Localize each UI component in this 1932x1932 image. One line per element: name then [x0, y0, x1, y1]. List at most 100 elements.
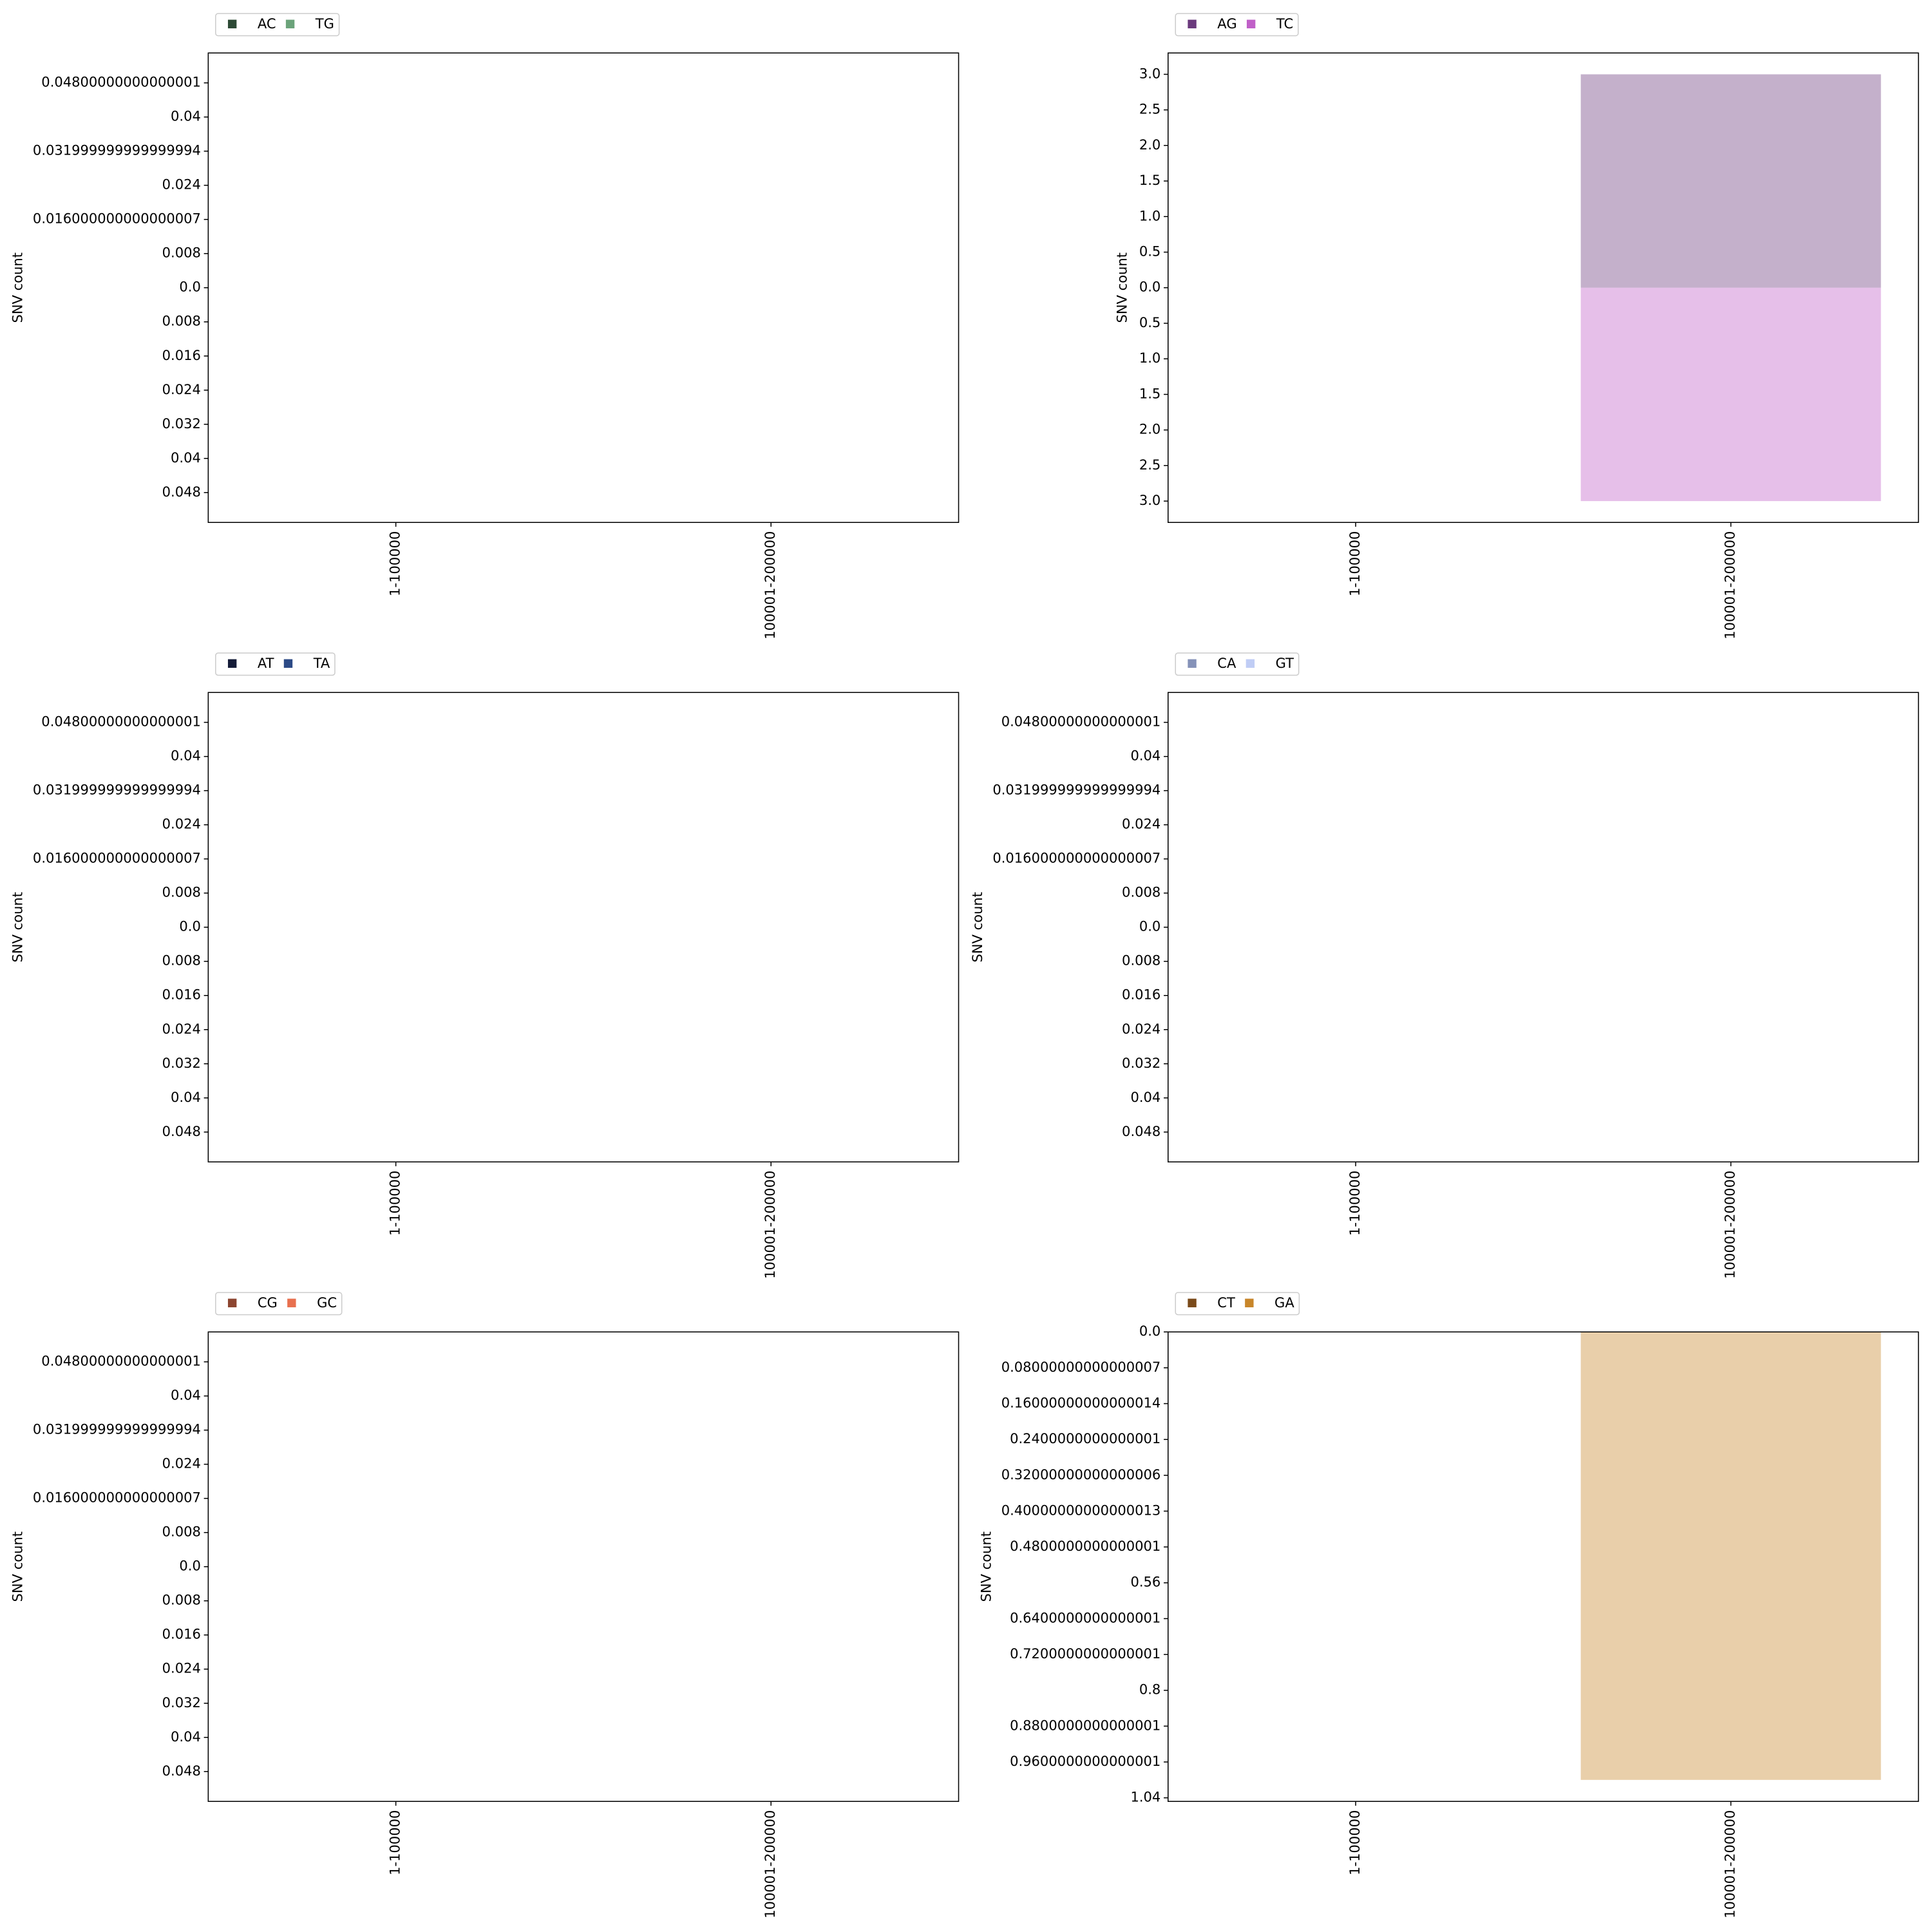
y-tick-label: 0.024 [162, 1455, 201, 1472]
y-tick-label: 0.008 [1122, 952, 1160, 969]
y-axis-label: SNV count [10, 1531, 26, 1602]
legend-label: GT [1276, 655, 1294, 671]
subplot: 0.04800000000000001 0.04 0.031999999999999… [10, 13, 960, 639]
plot-frame [207, 1331, 960, 1802]
x-tick-label: 100001-200000 [762, 531, 778, 639]
legend-swatch [1188, 659, 1197, 668]
legend-swatch [283, 659, 293, 668]
subplot: 0.0 0.08000000000000007 0.1600000000000001… [978, 1292, 1919, 1918]
y-tick-label: 0.024 [1122, 1021, 1160, 1037]
y-tick-label: 0.6400000000000001 [1010, 1609, 1160, 1625]
y-tick-label: 0.008 [162, 884, 201, 900]
y-tick-label: 0.2400000000000001 [1010, 1430, 1160, 1446]
legend-box [215, 652, 336, 676]
y-tick-label: 0.008 [162, 952, 201, 969]
y-tick-label: 0.04 [171, 1089, 201, 1105]
x-tick-label: 100001-200000 [762, 1810, 778, 1918]
y-tick-label: 0.008 [162, 313, 201, 329]
y-tick-label: 0.048 [162, 484, 201, 500]
legend-box [1175, 1292, 1300, 1316]
y-tick-label: 0.008 [1122, 884, 1160, 900]
legend-label: AC [258, 15, 276, 32]
y-tick-label: 2.5 [1139, 457, 1160, 473]
legend-swatch [285, 19, 295, 29]
bar [1580, 287, 1881, 502]
plot-frame [1168, 1331, 1919, 1802]
legend: AT TA [215, 652, 336, 676]
legend: CG GC [215, 1292, 343, 1316]
legend: AG TC [1175, 13, 1299, 37]
legend: AC TG [215, 13, 340, 37]
y-tick-label: 0.031999999999999994 [992, 782, 1160, 798]
y-axis-label: SNV count [978, 1531, 994, 1602]
legend-swatch [227, 1298, 237, 1307]
y-tick-label: 0.032 [162, 1694, 201, 1710]
y-tick-label: 0.04 [171, 748, 201, 764]
legend-label: CT [1217, 1294, 1235, 1311]
y-tick-label: 0.8800000000000001 [1010, 1717, 1160, 1733]
y-tick-label: 0.40000000000000013 [1001, 1502, 1161, 1518]
y-tick-label: 0.16000000000000014 [1001, 1395, 1161, 1411]
legend-box [215, 13, 340, 37]
y-tick-label: 0.04 [171, 1728, 201, 1745]
y-tick-label: 0.031999999999999994 [33, 1421, 201, 1437]
y-tick-label: 2.5 [1139, 101, 1160, 117]
legend-box [1175, 13, 1299, 37]
y-tick-label: 0.008 [162, 1524, 201, 1540]
y-tick-label: 0.031999999999999994 [33, 782, 201, 798]
y-tick-label: 0.04800000000000001 [41, 1353, 201, 1369]
y-tick-label: 0.9600000000000001 [1010, 1753, 1160, 1769]
plot-frame [207, 52, 960, 523]
y-tick-label: 0.56 [1130, 1574, 1160, 1590]
legend-swatch [227, 659, 237, 668]
y-tick-label: 0.024 [1122, 816, 1160, 832]
legend-box [215, 1292, 343, 1316]
subplot: 0.04800000000000001 0.04 0.031999999999999… [10, 1292, 960, 1918]
y-tick-label: 0.024 [162, 1021, 201, 1037]
y-tick-label: 3.0 [1139, 492, 1160, 508]
y-tick-label: 0.032 [162, 415, 201, 431]
legend-label: AG [1217, 15, 1236, 32]
legend-label: GA [1274, 1294, 1294, 1311]
y-tick-label: 0.04 [171, 450, 201, 466]
legend-box [1175, 652, 1300, 676]
y-tick-label: 0.32000000000000006 [1001, 1466, 1161, 1482]
y-tick-label: 0.016 [162, 987, 201, 1003]
y-tick-label: 0.04 [171, 108, 201, 124]
y-tick-label: 0.0 [1139, 1323, 1160, 1339]
y-tick-label: 1.0 [1139, 350, 1160, 366]
y-tick-label: 0.048 [1122, 1123, 1160, 1139]
y-tick-label: 2.0 [1139, 137, 1160, 153]
x-tick-label: 100001-200000 [1722, 531, 1738, 639]
y-tick-label: 1.5 [1139, 172, 1160, 188]
y-tick-label: 0.0 [1139, 918, 1160, 934]
y-tick-label: 0.016 [162, 347, 201, 363]
y-tick-label: 0.5 [1139, 314, 1160, 330]
x-tick-label: 1-100000 [387, 1810, 403, 1875]
y-axis-label: SNV count [1114, 252, 1130, 323]
bar [1580, 74, 1881, 288]
legend-label: CA [1217, 655, 1236, 671]
y-tick-label: 0.04800000000000001 [41, 714, 201, 730]
x-tick-label: 1-100000 [1347, 1810, 1363, 1875]
legend: CA GT [1175, 652, 1300, 676]
legend-swatch [1245, 1298, 1254, 1307]
y-tick-label: 0.048 [162, 1763, 201, 1779]
y-tick-label: 0.008 [162, 245, 201, 261]
y-tick-label: 0.04 [1130, 748, 1160, 764]
x-tick-label: 100001-200000 [762, 1171, 778, 1279]
y-tick-label: 0.016 [1122, 987, 1160, 1003]
y-tick-label: 0.04800000000000001 [1001, 714, 1161, 730]
y-tick-label: 0.016000000000000007 [33, 1490, 201, 1506]
x-tick-label: 100001-200000 [1722, 1171, 1738, 1279]
y-tick-label: 0.016000000000000007 [992, 850, 1160, 866]
x-tick-label: 1-100000 [387, 531, 403, 596]
legend-swatch [227, 19, 237, 29]
y-tick-label: 0.0 [179, 1558, 200, 1574]
x-tick-label: 100001-200000 [1722, 1810, 1738, 1918]
legend-swatch [1245, 659, 1255, 668]
y-tick-label: 0.0 [179, 279, 200, 295]
y-tick-label: 0.024 [162, 1660, 201, 1676]
legend-swatch [287, 1298, 296, 1307]
